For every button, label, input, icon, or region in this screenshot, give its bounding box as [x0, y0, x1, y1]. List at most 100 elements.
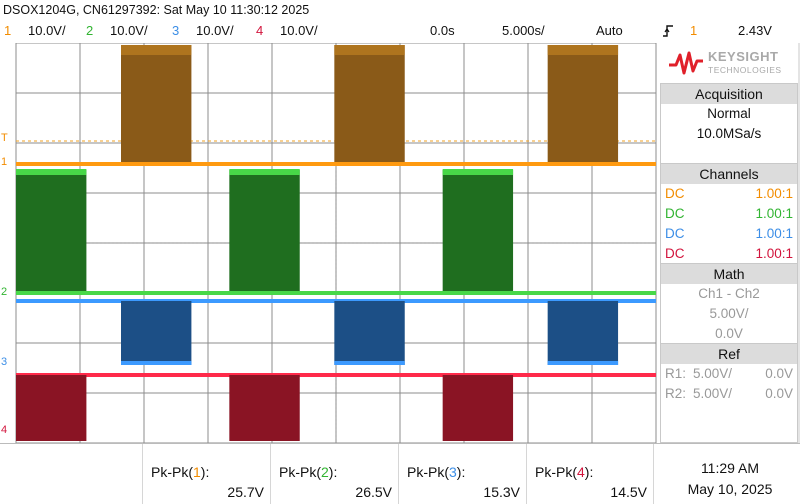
ch1-baseline — [16, 162, 656, 166]
ch4-burst — [229, 375, 300, 441]
marker-label: 4 — [1, 424, 7, 436]
ch2-burst-edge — [229, 169, 300, 175]
ch2-baseline — [16, 291, 656, 295]
ch3-burst-edge — [121, 361, 192, 365]
measurement-pkpk-1[interactable]: Pk-Pk(1): 25.7V — [142, 444, 270, 504]
ref-name: R2: — [665, 386, 687, 401]
clock: 11:29 AM May 10, 2025 — [660, 444, 800, 504]
ch2-burst-edge — [442, 169, 514, 175]
ch1-burst-edge — [334, 45, 405, 55]
ch3-burst — [334, 301, 405, 365]
measurement-label: Pk-Pk(2): — [279, 464, 338, 480]
waveform-display[interactable]: T 1 2 3 4 — [0, 43, 660, 443]
ref-offset: 0.0V — [765, 386, 793, 401]
ch1-burst — [121, 45, 192, 165]
channel-probe: 1.00:1 — [755, 226, 793, 241]
trigger-mode[interactable]: Auto — [596, 23, 623, 38]
channels-box[interactable]: Channels DC 1.00:1 DC 1.00:1 DC 1.00:1 D… — [660, 163, 798, 265]
brand-name: KEYSIGHT — [708, 49, 779, 64]
channel-probe: 1.00:1 — [755, 186, 793, 201]
marker-label: T — [1, 132, 8, 144]
ch2-burst — [16, 170, 87, 294]
ch4-baseline — [16, 373, 656, 377]
ch1-number[interactable]: 1 — [4, 23, 12, 38]
delay-readout[interactable]: 0.0s — [430, 23, 455, 38]
ch1-burst — [334, 45, 405, 165]
measurement-pkpk-2[interactable]: Pk-Pk(2): 26.5V — [270, 444, 398, 504]
ch2-burst — [229, 170, 300, 294]
math-box[interactable]: Math Ch1 - Ch2 5.00V/ 0.0V — [660, 263, 798, 345]
math-function: Ch1 - Ch2 — [698, 286, 760, 301]
ch4-number[interactable]: 4 — [256, 23, 264, 38]
channel-coupling: DC — [665, 246, 685, 261]
measurement-label: Pk-Pk(1): — [151, 464, 210, 480]
measurement-value: 15.3V — [483, 484, 520, 500]
clock-time: 11:29 AM — [700, 460, 760, 476]
marker-label: 3 — [1, 356, 7, 368]
ch2-burst — [442, 170, 514, 294]
window-title: DSOX1204G, CN61297392: Sat May 10 11:30:… — [0, 0, 800, 21]
channel-coupling: DC — [665, 226, 685, 241]
status-bar: 1 10.0V/ 2 10.0V/ 3 10.0V/ 4 10.0V/ 0.0s… — [0, 21, 800, 43]
acquisition-box[interactable]: Acquisition Normal 10.0MSa/s — [660, 83, 798, 165]
measurement-value: 25.7V — [227, 484, 264, 500]
brand-tagline: TECHNOLOGIES — [708, 65, 782, 75]
channel-probe: 1.00:1 — [755, 246, 793, 261]
marker-label: 1 — [1, 156, 7, 168]
ch1-burst-edge — [121, 45, 192, 55]
measurement-label: Pk-Pk(3): — [407, 464, 466, 480]
ref-scale: 5.00V/ — [693, 366, 733, 381]
channel-row[interactable]: DC 1.00:1 — [661, 224, 797, 244]
ch1-burst — [547, 45, 619, 165]
measurement-pkpk-3[interactable]: Pk-Pk(3): 15.3V — [398, 444, 526, 504]
ref-row[interactable]: R1: 5.00V/ 0.0V — [661, 364, 797, 384]
channel-coupling: DC — [665, 186, 685, 201]
timebase-readout[interactable]: 5.000s/ — [502, 23, 545, 38]
channels-title: Channels — [661, 164, 797, 184]
math-scale: 5.00V/ — [709, 306, 749, 321]
ch3-number[interactable]: 3 — [172, 23, 180, 38]
trigger-level[interactable]: 2.43V — [738, 23, 772, 38]
measurement-value: 14.5V — [610, 484, 647, 500]
ref-scale: 5.00V/ — [693, 386, 733, 401]
ch2-burst-edge — [16, 169, 87, 175]
ch3-burst-edge — [334, 361, 405, 365]
ch3-scale[interactable]: 10.0V/ — [196, 23, 234, 38]
trigger-rising-edge-icon — [662, 21, 674, 44]
marker-label: 2 — [1, 286, 7, 298]
acquisition-title: Acquisition — [661, 84, 797, 104]
channel-row[interactable]: DC 1.00:1 — [661, 184, 797, 204]
channel-row[interactable]: DC 1.00:1 — [661, 244, 797, 264]
channel-row[interactable]: DC 1.00:1 — [661, 204, 797, 224]
keysight-wave-icon — [669, 51, 703, 75]
channel-probe: 1.00:1 — [755, 206, 793, 221]
acquisition-mode: Normal — [707, 106, 751, 121]
measurement-label: Pk-Pk(4): — [535, 464, 594, 480]
ref-offset: 0.0V — [765, 366, 793, 381]
math-offset: 0.0V — [715, 326, 743, 341]
ch4-burst — [442, 375, 514, 441]
ch3-burst — [121, 301, 192, 365]
ref-name: R1: — [665, 366, 687, 381]
sample-rate: 10.0MSa/s — [696, 126, 762, 141]
channel-coupling: DC — [665, 206, 685, 221]
math-title: Math — [661, 264, 797, 284]
ref-title: Ref — [661, 344, 797, 364]
trigger-source[interactable]: 1 — [690, 23, 698, 38]
ch3-burst — [547, 301, 619, 365]
ch4-burst — [16, 375, 87, 441]
ref-row[interactable]: R2: 5.00V/ 0.0V — [661, 384, 797, 404]
side-panel: KEYSIGHT TECHNOLOGIES Acquisition Normal… — [660, 43, 800, 443]
ch4-scale[interactable]: 10.0V/ — [280, 23, 318, 38]
ch2-scale[interactable]: 10.0V/ — [110, 23, 148, 38]
ch1-scale[interactable]: 10.0V/ — [28, 23, 66, 38]
ch1-burst-edge — [547, 45, 619, 55]
ch2-number[interactable]: 2 — [86, 23, 94, 38]
measurement-value: 26.5V — [355, 484, 392, 500]
measurement-pkpk-4[interactable]: Pk-Pk(4): 14.5V — [526, 444, 654, 504]
ref-box[interactable]: Ref R1: 5.00V/ 0.0V R2: 5.00V/ 0.0V — [660, 343, 798, 443]
clock-date: May 10, 2025 — [687, 481, 773, 497]
logo-box: KEYSIGHT TECHNOLOGIES — [660, 43, 798, 83]
measurement-bar: Pk-Pk(1): 25.7V Pk-Pk(2): 26.5V Pk-Pk(3)… — [0, 443, 800, 504]
waveform-canvas: T 1 2 3 4 — [1, 43, 657, 443]
